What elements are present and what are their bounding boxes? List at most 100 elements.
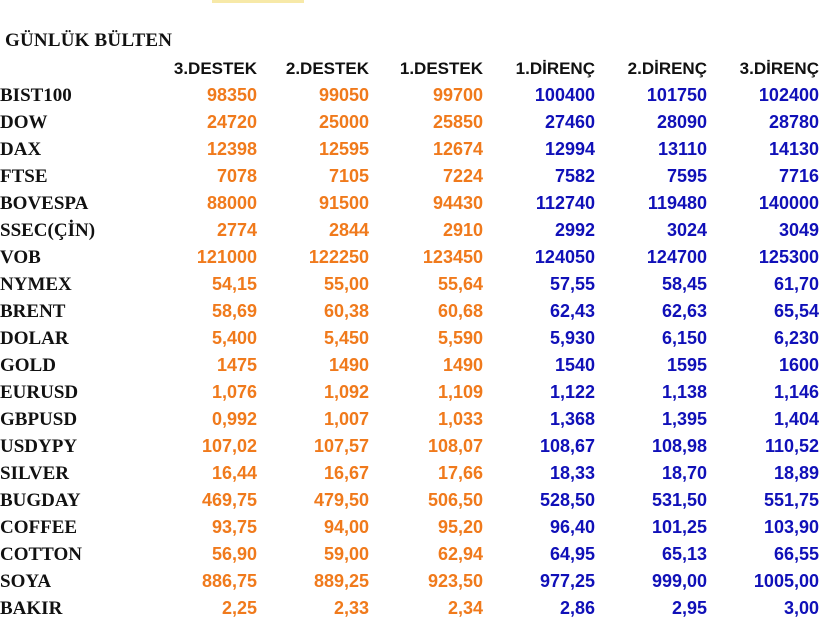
value-support-3: 93,75 <box>211 517 257 537</box>
value-support-2: 122250 <box>308 247 369 267</box>
table-row: USDYPY 107,02 107,57 108,07 108,67 108,98 110,… <box>0 433 819 460</box>
table-row: SSEC(ÇİN) 2774 2844 2910 2992 3024 3049 <box>0 217 819 244</box>
value-support-1: 55,64 <box>437 274 483 294</box>
value-resistance-2: 101750 <box>646 85 707 105</box>
bulletin-title: GÜNLÜK BÜLTEN <box>5 30 173 51</box>
table-row: SILVER 16,44 16,67 17,66 18,33 18,70 18,89 <box>0 460 819 487</box>
value-resistance-1: 64,95 <box>549 544 595 564</box>
value-resistance-2: 119480 <box>647 193 707 213</box>
instrument-name: COFFEE <box>0 517 78 538</box>
table-row: DOLAR 5,400 5,450 5,590 5,930 6,150 6,230 <box>0 325 819 352</box>
instrument-name: DOLAR <box>0 328 69 349</box>
instrument-name: BIST100 <box>0 85 72 106</box>
value-support-2: 12595 <box>318 139 369 159</box>
column-header-resistance-1: 1.DİRENÇ <box>515 59 595 78</box>
value-support-3: 107,02 <box>201 436 257 456</box>
instrument-name: USDYPY <box>0 436 78 457</box>
table-row: COTTON 56,90 59,00 62,94 64,95 65,13 66,55 <box>0 541 819 568</box>
value-resistance-2: 2,95 <box>671 598 707 618</box>
value-support-2: 5,450 <box>323 328 369 348</box>
column-header-support-1: 1.DESTEK <box>399 59 483 78</box>
value-resistance-3: 66,55 <box>773 544 819 564</box>
instrument-column-header <box>0 55 145 82</box>
instrument-name: BUGDAY <box>0 490 81 511</box>
value-resistance-2: 3024 <box>666 220 707 240</box>
value-support-3: 1475 <box>216 355 257 375</box>
value-resistance-2: 531,50 <box>651 490 707 510</box>
instrument-name: VOB <box>0 247 41 268</box>
value-resistance-2: 999,00 <box>651 571 707 591</box>
value-support-3: 56,90 <box>211 544 257 564</box>
value-support-2: 16,67 <box>323 463 369 483</box>
value-support-2: 7105 <box>328 166 369 186</box>
table-row: VOB 121000 122250 123450 124050 124700 125300 <box>0 244 819 271</box>
value-support-2: 889,25 <box>313 571 369 591</box>
value-support-2: 107,57 <box>313 436 369 456</box>
value-resistance-1: 100400 <box>534 85 595 105</box>
value-support-3: 886,75 <box>201 571 257 591</box>
value-resistance-3: 103,90 <box>763 517 819 537</box>
value-support-1: 2,34 <box>447 598 483 618</box>
table-row: BRENT 58,69 60,38 60,68 62,43 62,63 65,54 <box>0 298 819 325</box>
value-support-2: 94,00 <box>323 517 369 537</box>
value-support-2: 55,00 <box>323 274 369 294</box>
instrument-name: BRENT <box>0 301 66 322</box>
value-resistance-2: 62,63 <box>661 301 707 321</box>
table-row: SOYA 886,75 889,25 923,50 977,25 999,00 1005,0… <box>0 568 819 595</box>
levels-table: 3.DESTEK 2.DESTEK 1.DESTEK 1.DİRENÇ 2.Dİ… <box>0 55 819 622</box>
table-row: BIST100 98350 99050 99700 100400 101750 102400 <box>0 82 819 109</box>
value-resistance-3: 65,54 <box>773 301 819 321</box>
column-header-support-3: 3.DESTEK <box>173 59 257 78</box>
value-support-1: 1,033 <box>437 409 483 429</box>
value-resistance-2: 65,13 <box>661 544 707 564</box>
value-support-2: 59,00 <box>323 544 369 564</box>
value-resistance-1: 27460 <box>544 112 595 132</box>
header-row: 3.DESTEK 2.DESTEK 1.DESTEK 1.DİRENÇ 2.Dİ… <box>0 55 819 82</box>
value-support-1: 2910 <box>442 220 483 240</box>
value-resistance-3: 110,52 <box>764 436 819 456</box>
value-support-3: 2,25 <box>221 598 257 618</box>
value-resistance-3: 1005,00 <box>753 571 819 591</box>
value-support-2: 2,33 <box>333 598 369 618</box>
instrument-name: COTTON <box>0 544 83 565</box>
value-support-1: 108,07 <box>427 436 483 456</box>
table-row: GBPUSD 0,992 1,007 1,033 1,368 1,395 1,404 <box>0 406 819 433</box>
value-support-3: 88000 <box>206 193 257 213</box>
value-support-1: 94430 <box>432 193 483 213</box>
value-support-3: 7078 <box>216 166 257 186</box>
value-resistance-2: 13110 <box>657 139 707 159</box>
value-support-1: 5,590 <box>437 328 483 348</box>
value-resistance-3: 1,146 <box>773 382 819 402</box>
value-support-3: 0,992 <box>211 409 257 429</box>
value-resistance-3: 140000 <box>758 193 819 213</box>
table-body: BIST100 98350 99050 99700 100400 101750 102400… <box>0 82 819 622</box>
table-row: BOVESPA 88000 91500 94430 112740 119480 140000 <box>0 190 819 217</box>
value-support-3: 2774 <box>216 220 257 240</box>
value-resistance-1: 1540 <box>554 355 595 375</box>
value-resistance-1: 528,50 <box>539 490 595 510</box>
value-resistance-2: 7595 <box>666 166 707 186</box>
column-header-resistance-3: 3.DİRENÇ <box>739 59 819 78</box>
instrument-name: GBPUSD <box>0 409 78 430</box>
value-support-2: 1,007 <box>323 409 369 429</box>
table-row: EURUSD 1,076 1,092 1,109 1,122 1,138 1,146 <box>0 379 819 406</box>
value-resistance-3: 18,89 <box>773 463 819 483</box>
value-resistance-2: 18,70 <box>661 463 707 483</box>
table-row: GOLD 1475 1490 1490 1540 1595 1600 <box>0 352 819 379</box>
value-resistance-3: 1600 <box>778 355 819 375</box>
value-support-3: 121000 <box>196 247 257 267</box>
value-resistance-1: 18,33 <box>549 463 595 483</box>
top-accent-strip <box>212 0 304 3</box>
value-resistance-2: 1595 <box>666 355 707 375</box>
value-support-2: 99050 <box>318 85 369 105</box>
value-resistance-3: 7716 <box>778 166 819 186</box>
value-resistance-2: 124700 <box>646 247 707 267</box>
value-support-2: 91500 <box>318 193 369 213</box>
value-support-2: 2844 <box>328 220 369 240</box>
value-support-3: 54,15 <box>211 274 257 294</box>
value-resistance-1: 108,67 <box>539 436 595 456</box>
value-resistance-3: 125300 <box>758 247 819 267</box>
instrument-name: BOVESPA <box>0 193 89 214</box>
value-resistance-3: 102400 <box>758 85 819 105</box>
value-resistance-3: 61,70 <box>773 274 819 294</box>
